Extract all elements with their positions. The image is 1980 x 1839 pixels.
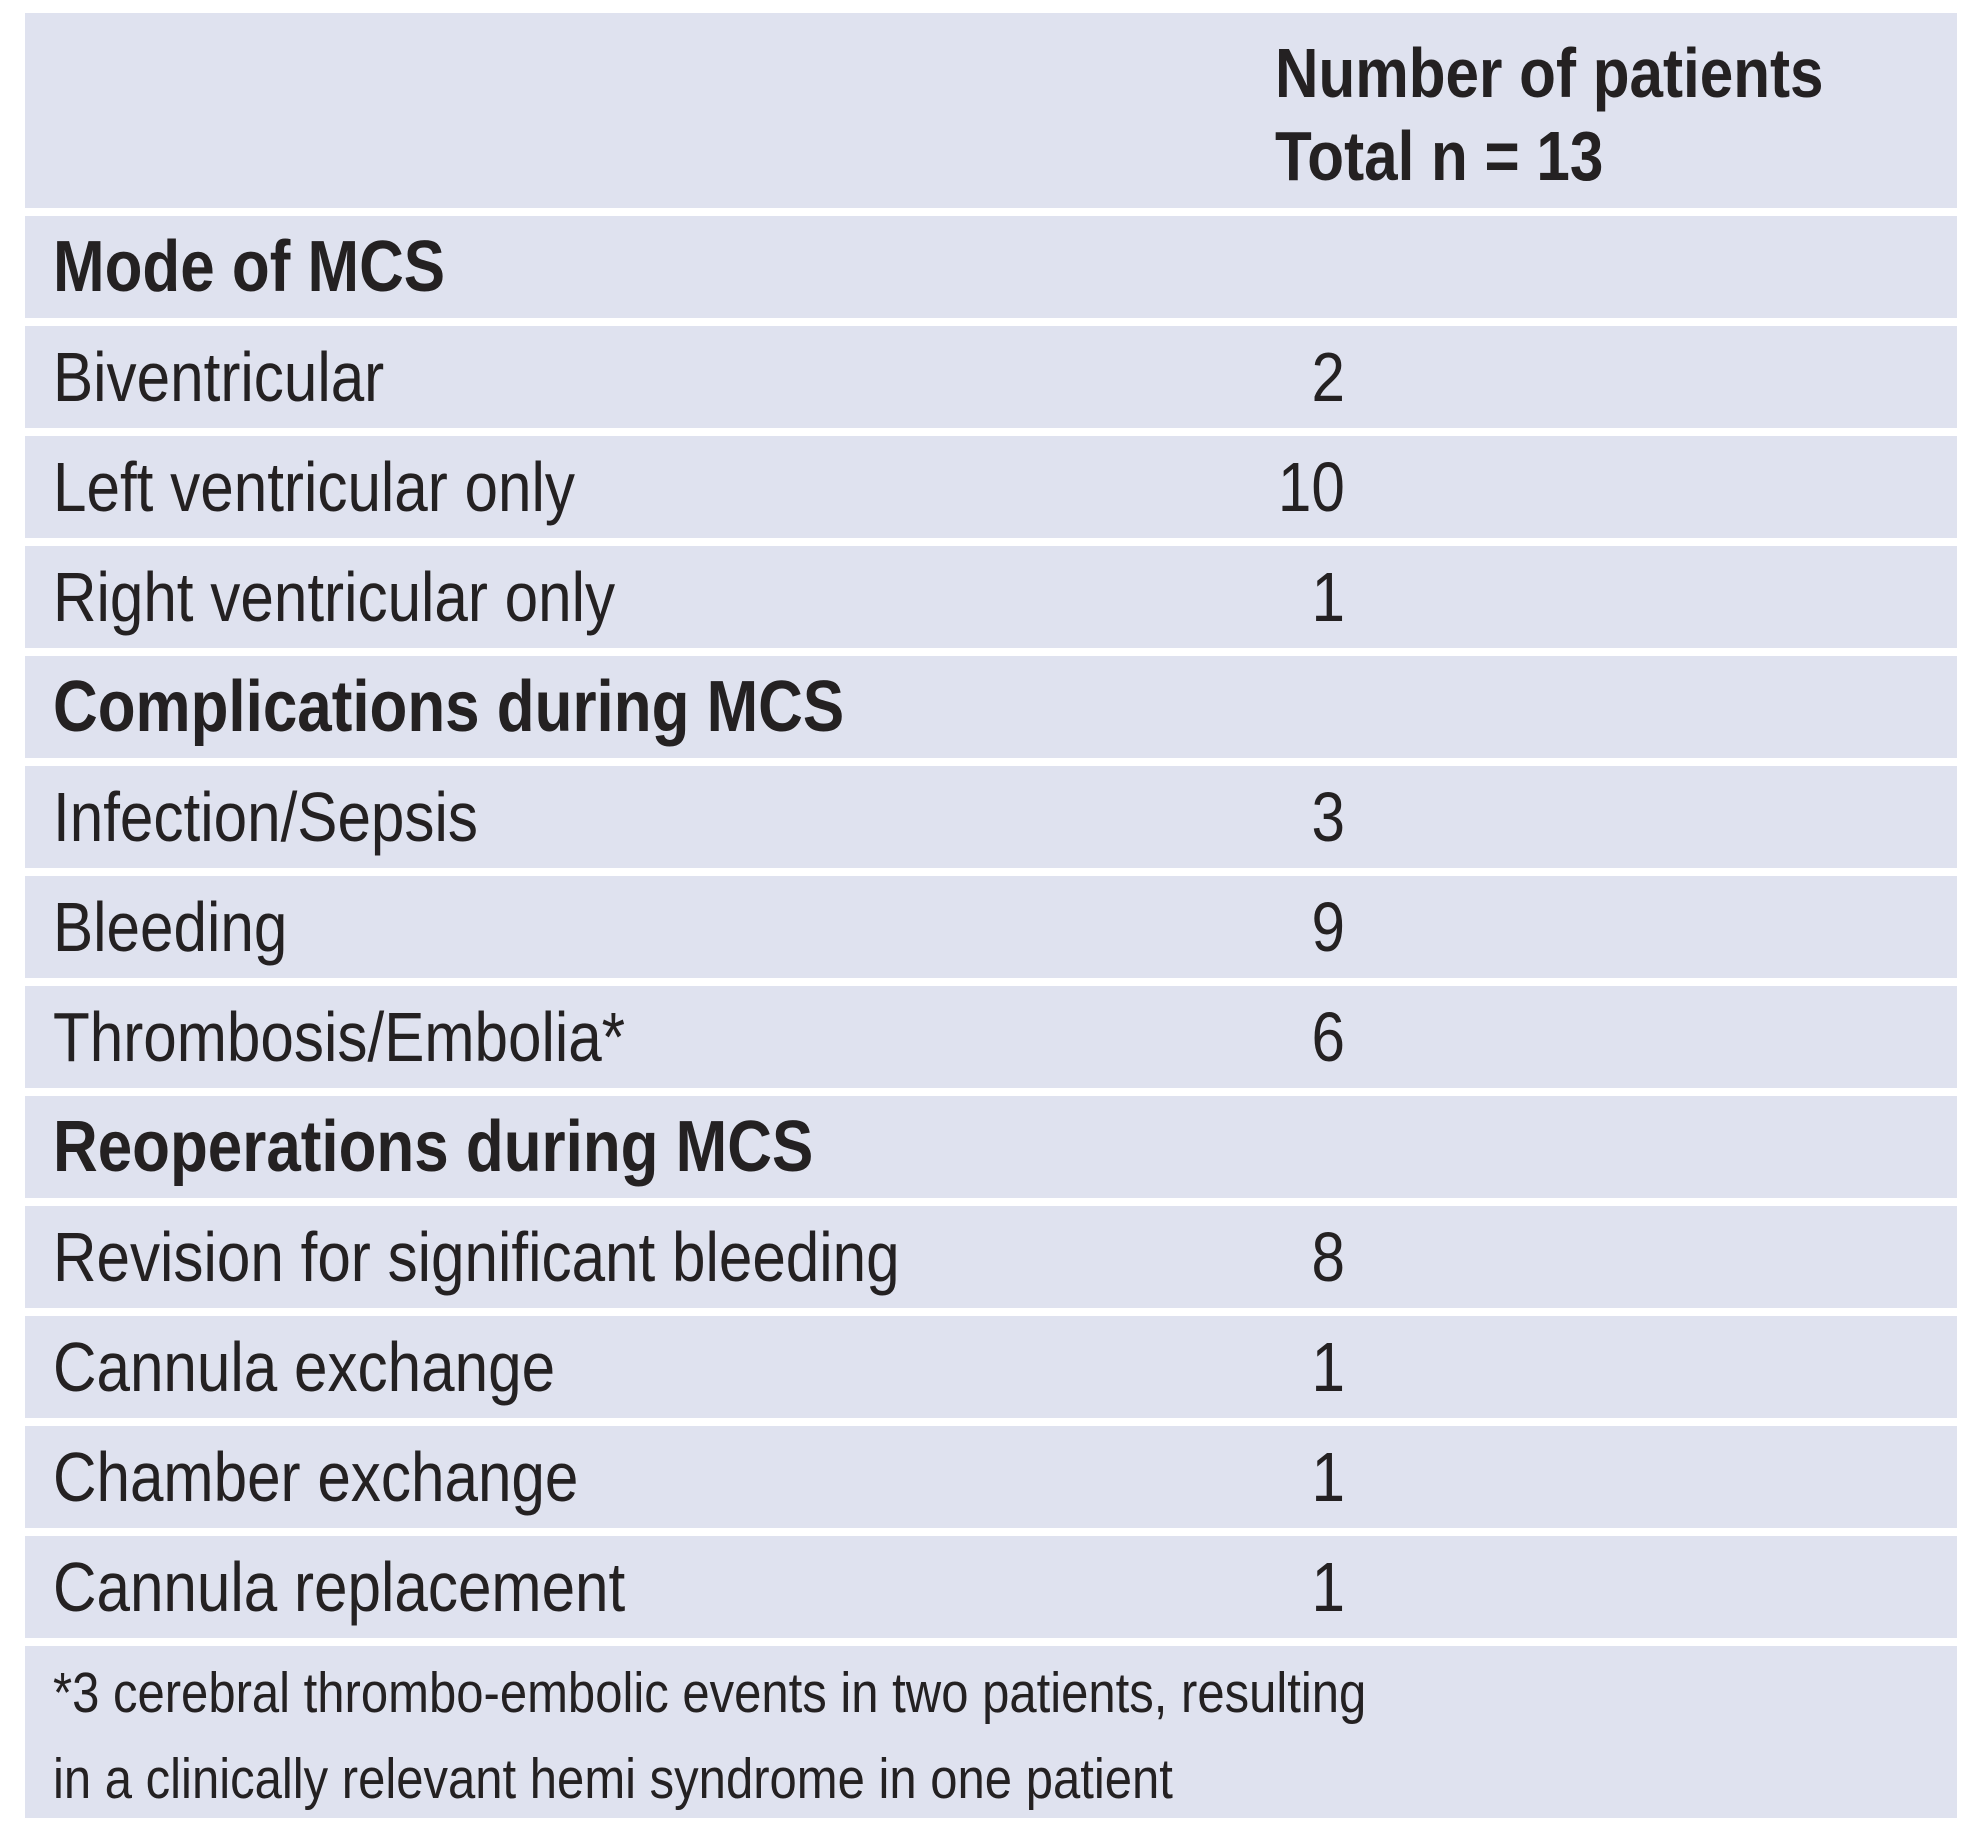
table-row: Bleeding 9 (25, 868, 1957, 978)
table-row: Revision for significant bleeding 8 (25, 1198, 1957, 1308)
section-header-row: Mode of MCS (25, 208, 1957, 318)
section-title: Complications during MCS (53, 667, 845, 747)
patient-count: 9 (1311, 888, 1345, 966)
table-row: Thrombosis/Embolia* 6 (25, 978, 1957, 1088)
table-row: Chamber exchange 1 (25, 1418, 1957, 1528)
row-label: Chamber exchange (53, 1438, 579, 1516)
table-row: Biventricular 2 (25, 318, 1957, 428)
patient-count: 3 (1311, 778, 1345, 856)
footnote-line1: *3 cerebral thrombo-embolic events in tw… (53, 1661, 1367, 1725)
patient-count: 10 (1278, 448, 1345, 526)
row-label: Right ventricular only (53, 558, 616, 636)
column-header-line1: Number of patients (1275, 34, 1824, 112)
row-label: Cannula exchange (53, 1328, 556, 1406)
patient-count: 6 (1311, 998, 1345, 1076)
patient-count: 2 (1311, 338, 1345, 416)
table-row: Infection/Sepsis 3 (25, 758, 1957, 868)
patient-count: 1 (1311, 1548, 1345, 1626)
row-label: Infection/Sepsis (53, 778, 478, 856)
section-title: Reoperations during MCS (53, 1107, 814, 1187)
patient-count: 1 (1311, 1328, 1345, 1406)
row-label: Left ventricular only (53, 448, 575, 526)
row-label: Thrombosis/Embolia* (53, 998, 626, 1076)
patients-table: Number of patients Total n = 13 Mode of … (25, 13, 1957, 1818)
patient-count: 1 (1311, 558, 1345, 636)
row-label: Biventricular (53, 338, 385, 416)
table-row: Right ventricular only 1 (25, 538, 1957, 648)
table-column-header: Number of patients Total n = 13 (25, 13, 1957, 208)
footnote-line2: in a clinically relevant hemi syndrome i… (53, 1747, 1173, 1811)
section-header-row: Complications during MCS (25, 648, 1957, 758)
row-label: Revision for significant bleeding (53, 1218, 900, 1296)
patient-count: 8 (1311, 1218, 1345, 1296)
table-row: Left ventricular only 10 (25, 428, 1957, 538)
table-row: Cannula exchange 1 (25, 1308, 1957, 1418)
row-label: Bleeding (53, 888, 288, 966)
section-title: Mode of MCS (53, 227, 446, 307)
table-footnote: *3 cerebral thrombo-embolic events in tw… (25, 1638, 1957, 1818)
patient-count: 1 (1311, 1438, 1345, 1516)
table-row: Cannula replacement 1 (25, 1528, 1957, 1638)
section-header-row: Reoperations during MCS (25, 1088, 1957, 1198)
row-label: Cannula replacement (53, 1548, 626, 1626)
column-header-line2: Total n = 13 (1275, 117, 1604, 195)
